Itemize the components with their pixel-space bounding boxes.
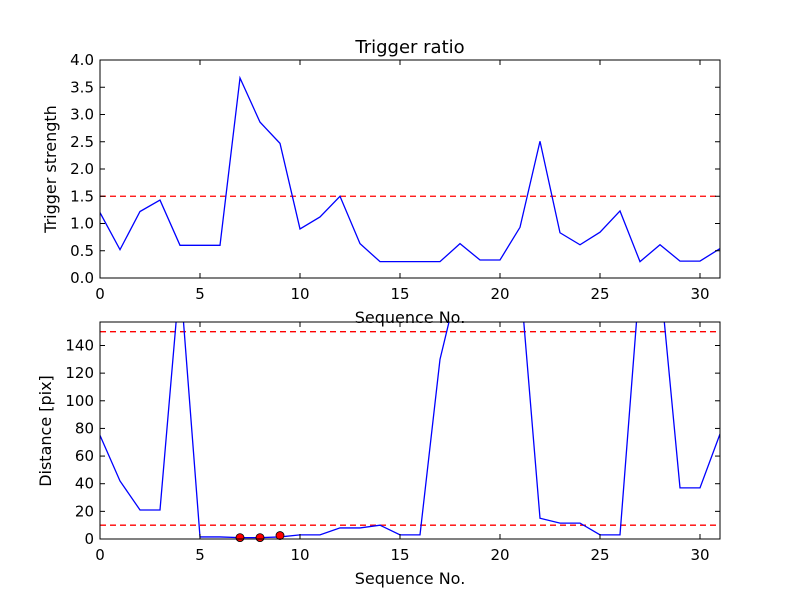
x-tick-label: 5	[195, 285, 205, 303]
distance-panel: Distance [pix] Sequence No. 0 5 10 15 20 25 30…	[36, 321, 721, 588]
data-marker	[235, 533, 245, 543]
plot-clip-group	[100, 75, 720, 263]
y-tick-label: 0.5	[70, 242, 94, 260]
y-tick-label: 4.0	[70, 51, 94, 69]
trigger-ratio-panel: Trigger ratio Trigger strength Sequence …	[41, 37, 721, 327]
x-tick-label: 15	[390, 546, 409, 564]
distance-axis-label: Distance [pix]	[36, 375, 55, 487]
trigger-strength-axis-label: Trigger strength	[41, 105, 60, 234]
y-tick-label: 2.5	[70, 133, 94, 151]
x-tick-label: 5	[195, 546, 205, 564]
y-tick-label: 140	[65, 336, 94, 354]
y-tick-label: 0.0	[70, 269, 94, 287]
y-tick-label: 1.0	[70, 215, 94, 233]
series-line	[100, 75, 720, 263]
y-tick-label: 40	[75, 475, 94, 493]
x-tick-label: 10	[290, 546, 309, 564]
bottom-x-axis-label: Sequence No.	[355, 569, 466, 588]
trigger-ratio-title: Trigger ratio	[354, 37, 464, 58]
y-tick-label: 100	[65, 392, 94, 410]
x-tick-label: 10	[290, 285, 309, 303]
y-tick-label: 3.5	[70, 78, 94, 96]
y-tick-label: 80	[75, 419, 94, 437]
y-tick-label: 60	[75, 447, 94, 465]
trigger-ratio-plot-area: 0 5 10 15 20 25 30 0.0 0.5 1.0 1.5 2.0 2.5 3.0 3.5 4.0	[70, 51, 721, 303]
x-tick-label: 25	[590, 285, 609, 303]
x-tick-label: 20	[490, 285, 509, 303]
x-tick-label: 0	[95, 546, 105, 564]
y-tick-label: 20	[75, 502, 94, 520]
data-marker	[275, 531, 285, 540]
y-tick-label: 1.5	[70, 187, 94, 205]
x-tick-label: 0	[95, 285, 105, 303]
y-tick-label: 3.0	[70, 106, 94, 124]
plot-clip-group	[100, 322, 720, 539]
data-marker	[255, 533, 265, 543]
y-tick-label: 120	[65, 364, 94, 382]
y-tick-label: 0	[84, 530, 94, 548]
x-tick-label: 15	[390, 285, 409, 303]
x-tick-label: 25	[590, 546, 609, 564]
distance-plot-area: 0 5 10 15 20 25 30 0 20 40 60 80 100 120 140	[65, 321, 721, 564]
y-tick-label: 2.0	[70, 160, 94, 178]
series-line	[100, 322, 720, 539]
x-tick-label: 20	[490, 546, 509, 564]
x-tick-label: 30	[690, 546, 709, 564]
x-tick-label: 30	[690, 285, 709, 303]
axes-frame	[99, 321, 721, 540]
